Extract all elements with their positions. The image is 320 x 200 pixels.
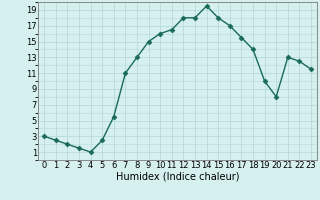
X-axis label: Humidex (Indice chaleur): Humidex (Indice chaleur)	[116, 172, 239, 182]
